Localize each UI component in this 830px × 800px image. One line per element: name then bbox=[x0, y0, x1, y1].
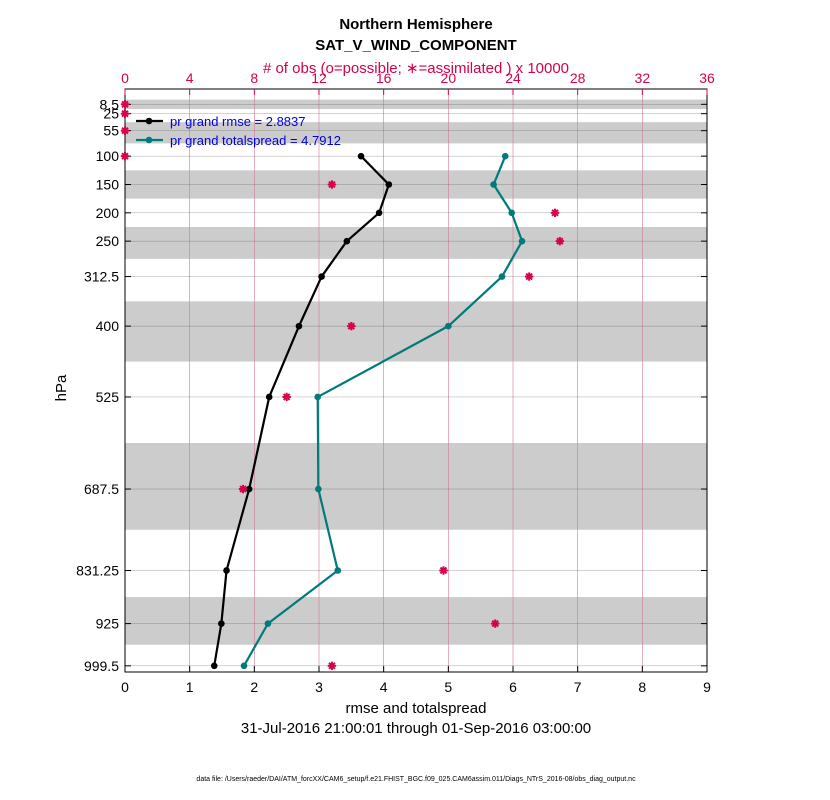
point-totalspread-200 bbox=[508, 209, 516, 217]
level-band-55 bbox=[125, 122, 707, 144]
point-totalspread-525 bbox=[314, 393, 322, 401]
x-tick-label: 6 bbox=[509, 679, 517, 695]
chart-title: Northern Hemisphere bbox=[339, 16, 492, 33]
y-tick-label: 8.5 bbox=[100, 96, 120, 112]
obs-marker-8.5 bbox=[120, 100, 130, 109]
legend-spread-label: pr grand totalspread = 4.7912 bbox=[170, 133, 341, 148]
obs-marker-25 bbox=[120, 109, 130, 118]
x-tick-label: 1 bbox=[186, 679, 194, 695]
obs-marker-525 bbox=[282, 392, 291, 402]
level-band-925 bbox=[125, 597, 707, 645]
point-totalspread-831.25 bbox=[334, 567, 342, 574]
point-rmse-525 bbox=[265, 393, 273, 401]
y-tick-label: 312.5 bbox=[84, 269, 119, 285]
obs-marker-150 bbox=[327, 180, 337, 189]
point-totalspread-687.5 bbox=[315, 485, 322, 493]
series-layer bbox=[210, 152, 526, 670]
point-rmse-100 bbox=[357, 152, 365, 160]
level-band-400 bbox=[125, 301, 707, 362]
y-tick-label: 925 bbox=[96, 616, 120, 632]
point-rmse-312.5 bbox=[318, 273, 325, 280]
y-tick-label: 150 bbox=[96, 176, 120, 192]
obs-marker-312.5 bbox=[524, 272, 534, 281]
point-totalspread-400 bbox=[445, 322, 452, 330]
y-tick-label: 400 bbox=[96, 318, 120, 334]
plot-frame bbox=[124, 88, 708, 673]
obs-marker-999.5 bbox=[327, 661, 337, 671]
x-tick-label: 7 bbox=[574, 679, 582, 695]
obs-markers bbox=[120, 100, 565, 671]
top-axis-label: # of obs (o=possible; ∗=assimilated ) x … bbox=[263, 60, 569, 77]
point-rmse-400 bbox=[295, 322, 303, 330]
level-band-687.5 bbox=[125, 443, 707, 530]
x-axis-label: rmse and totalspread bbox=[346, 700, 487, 717]
top-tick-label: 0 bbox=[121, 70, 129, 86]
x-tick-label: 8 bbox=[638, 679, 646, 695]
top-tick-label: 24 bbox=[505, 70, 521, 86]
point-rmse-831.25 bbox=[223, 567, 230, 574]
grid-lines bbox=[125, 89, 707, 672]
y-tick-label: 525 bbox=[96, 389, 120, 405]
point-rmse-200 bbox=[375, 209, 383, 217]
x-tick-label: 9 bbox=[703, 679, 711, 695]
obs-marker-100 bbox=[120, 151, 130, 161]
point-rmse-925 bbox=[218, 620, 225, 627]
date-range: 31-Jul-2016 21:00:01 through 01-Sep-2016… bbox=[241, 720, 591, 737]
top-tick-label: 8 bbox=[250, 70, 258, 86]
x-tick-label: 2 bbox=[250, 679, 258, 695]
level-bands bbox=[125, 99, 707, 645]
y-tick-label: 200 bbox=[96, 205, 120, 221]
point-totalspread-150 bbox=[490, 181, 497, 188]
point-totalspread-925 bbox=[264, 620, 272, 627]
chart-subtitle: SAT_V_WIND_COMPONENT bbox=[315, 37, 516, 54]
top-tick-label: 12 bbox=[311, 70, 327, 86]
y-tick-label: 100 bbox=[96, 148, 120, 164]
legend: pr grand rmse = 2.8837 pr grand totalspr… bbox=[136, 114, 341, 148]
x-tick-label: 3 bbox=[315, 679, 323, 695]
point-rmse-687.5 bbox=[245, 485, 253, 493]
x-tick-label: 4 bbox=[380, 679, 388, 695]
x-tick-label: 5 bbox=[444, 679, 452, 695]
y-tick-label: 55 bbox=[103, 123, 119, 139]
legend-rmse-marker bbox=[145, 117, 153, 125]
y-tick-label: 999.5 bbox=[84, 658, 119, 674]
obs-marker-400 bbox=[347, 321, 356, 331]
top-tick-label: 28 bbox=[570, 70, 586, 86]
y-tick-label: 687.5 bbox=[84, 481, 119, 497]
point-totalspread-999.5 bbox=[240, 662, 248, 670]
obs-marker-831.25 bbox=[439, 566, 448, 575]
axis-ticks: 0 1 2 3 4 5 6 7 8 90 4 8 12 16 20 24 28 32 368.52555100150… bbox=[76, 70, 715, 695]
footnote: data file: /Users/raeder/DAI/ATM_forcXX/… bbox=[196, 776, 636, 783]
x-tick-label: 0 bbox=[121, 679, 129, 695]
obs-marker-200 bbox=[550, 208, 560, 218]
point-totalspread-100 bbox=[501, 152, 509, 160]
y-tick-label: 25 bbox=[103, 106, 119, 122]
obs-marker-250 bbox=[555, 236, 565, 246]
y-axis-label: hPa bbox=[53, 374, 70, 401]
legend-spread-marker bbox=[145, 136, 153, 144]
level-band-250 bbox=[125, 226, 707, 259]
point-rmse-250 bbox=[343, 237, 351, 245]
legend-rmse-label: pr grand rmse = 2.8837 bbox=[170, 114, 306, 129]
point-rmse-999.5 bbox=[210, 662, 218, 670]
top-tick-label: 36 bbox=[699, 70, 715, 86]
point-rmse-150 bbox=[385, 181, 393, 188]
y-tick-label: 831.25 bbox=[76, 562, 119, 578]
obs-marker-55 bbox=[120, 126, 130, 135]
top-tick-label: 16 bbox=[376, 70, 392, 86]
obs-marker-925 bbox=[491, 619, 500, 628]
point-totalspread-250 bbox=[518, 237, 526, 245]
obs-marker-687.5 bbox=[238, 484, 248, 494]
top-tick-label: 32 bbox=[635, 70, 651, 86]
top-tick-label: 20 bbox=[441, 70, 457, 86]
y-tick-label: 250 bbox=[96, 233, 120, 249]
point-totalspread-312.5 bbox=[498, 273, 506, 280]
top-tick-label: 4 bbox=[186, 70, 194, 86]
